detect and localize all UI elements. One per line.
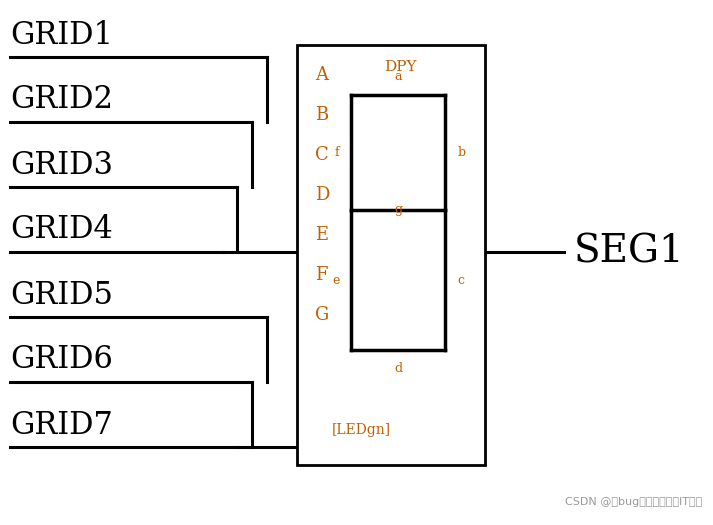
Bar [297,45,485,465]
Text: B: B [314,106,328,124]
Text: GRID6: GRID6 [10,344,113,375]
Text: A: A [314,66,328,84]
Text: GRID2: GRID2 [10,85,113,116]
Text: d: d [394,362,402,375]
Text: E: E [314,226,328,244]
Text: [LEDgn]: [LEDgn] [332,423,391,437]
Text: f: f [334,146,339,159]
Text: e: e [332,274,339,287]
Text: SEG1: SEG1 [574,234,684,270]
Text: GRID7: GRID7 [10,410,113,440]
Text: GRID3: GRID3 [10,150,113,181]
Text: DPY: DPY [384,60,417,74]
Text: GRID5: GRID5 [10,279,113,310]
Text: GRID4: GRID4 [10,215,113,246]
Text: D: D [314,186,329,204]
Text: C: C [314,146,329,164]
Text: CSDN @从bug中生存下来的IT小白: CSDN @从bug中生存下来的IT小白 [565,497,702,507]
Text: a: a [394,70,402,83]
Text: c: c [457,274,464,287]
Text: g: g [394,204,402,216]
Text: F: F [314,266,327,284]
Text: G: G [314,306,329,324]
Text: GRID1: GRID1 [10,19,113,50]
Text: b: b [457,146,466,159]
